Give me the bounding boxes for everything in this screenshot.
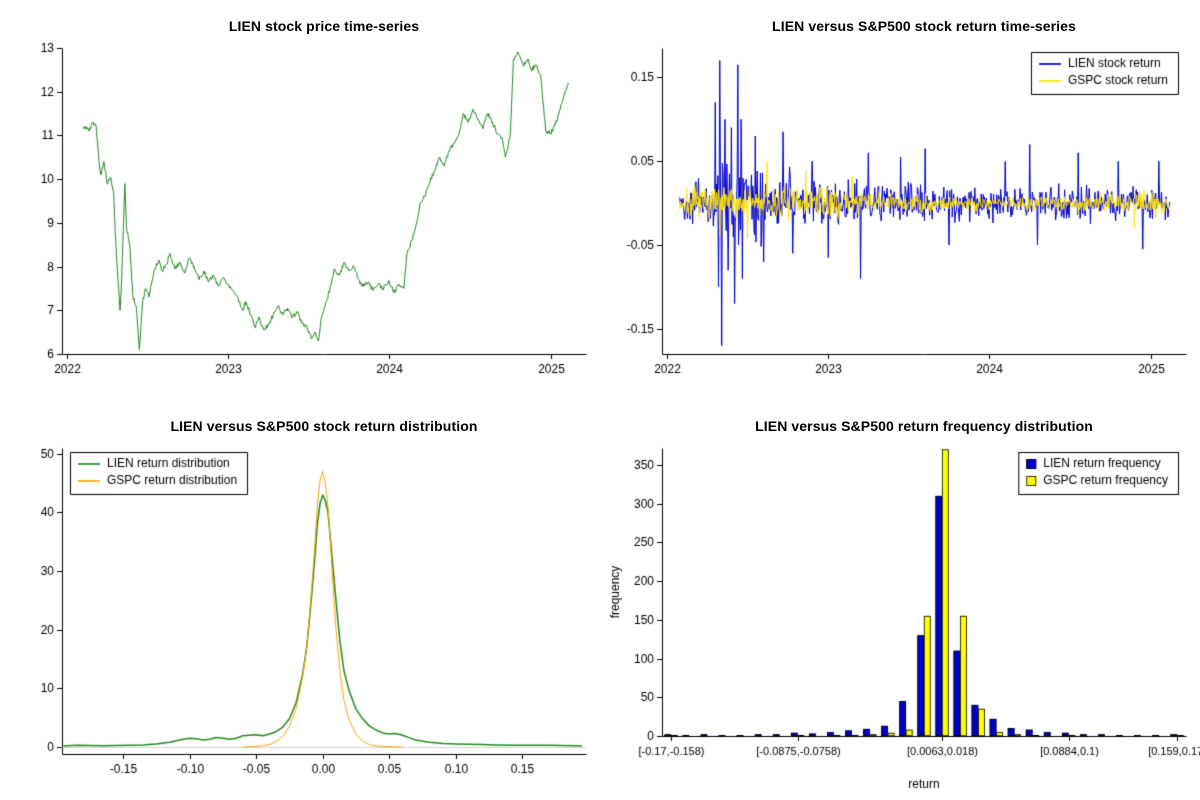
frequency-chart-title: LIEN versus S&P500 return frequency dist…: [755, 418, 1093, 434]
return-chart-title: LIEN versus S&P500 stock return time-ser…: [772, 18, 1076, 34]
return-distribution-canvas: [0, 434, 600, 800]
panel-price-timeseries: LIEN stock price time-series: [0, 0, 600, 400]
distribution-chart-title: LIEN versus S&P500 stock return distribu…: [170, 418, 478, 434]
panel-return-timeseries: LIEN versus S&P500 stock return time-ser…: [600, 0, 1200, 400]
price-chart-title: LIEN stock price time-series: [228, 18, 420, 34]
return-timeseries-canvas: [600, 34, 1200, 400]
return-frequency-canvas: [600, 434, 1200, 800]
panel-return-frequency: LIEN versus S&P500 return frequency dist…: [600, 400, 1200, 800]
price-timeseries-canvas: [0, 34, 600, 400]
panel-return-distribution: LIEN versus S&P500 stock return distribu…: [0, 400, 600, 800]
